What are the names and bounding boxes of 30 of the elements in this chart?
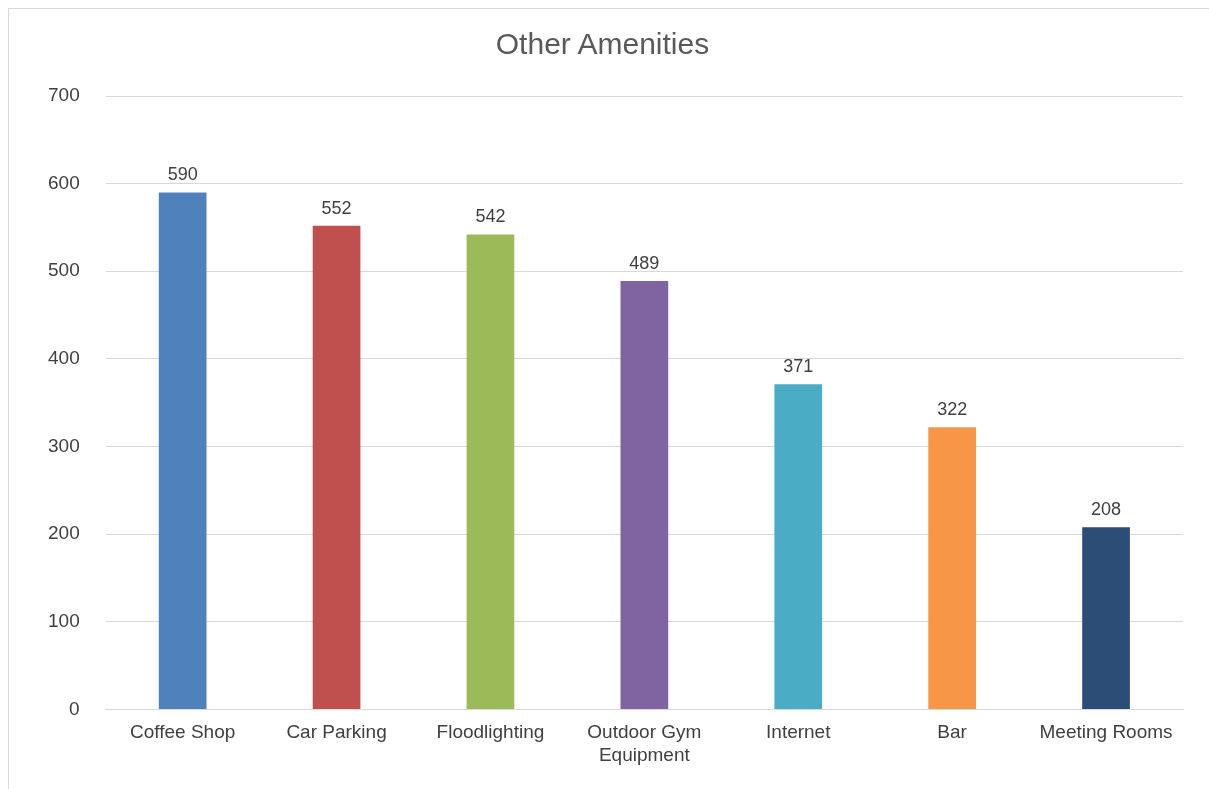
bar [158, 192, 207, 709]
x-tick-label: Coffee Shop [130, 721, 236, 743]
y-tick-label: 500 [48, 259, 80, 281]
x-tick-label: Bar [937, 721, 968, 743]
bar [774, 384, 823, 709]
y-tick-label: 300 [48, 434, 80, 456]
y-tick-label: 600 [48, 171, 80, 193]
data-label: 590 [167, 164, 198, 185]
y-tick-label: 700 [48, 84, 80, 106]
bar [466, 234, 515, 709]
data-label: 208 [1091, 499, 1122, 520]
x-tick-label: Floodlighting [436, 721, 545, 743]
x-tick-label: Car Parking [286, 721, 387, 743]
y-tick-label: 400 [48, 347, 80, 369]
data-label: 552 [321, 197, 352, 218]
y-tick-label: 100 [48, 610, 80, 632]
y-tick-label: 200 [48, 522, 80, 544]
bar [620, 280, 669, 709]
data-label: 371 [783, 356, 814, 377]
bar [312, 225, 361, 709]
x-tick-label: Outdoor Gym Equipment [587, 721, 702, 765]
bar [928, 427, 977, 709]
bar [1082, 527, 1130, 709]
data-label: 542 [475, 206, 506, 227]
y-tick-label: 0 [69, 697, 80, 719]
data-label: 322 [937, 399, 968, 420]
chart-title: Other Amenities [495, 27, 710, 61]
x-tick-label: Meeting Rooms [1039, 721, 1173, 743]
x-tick-label: Internet [766, 721, 832, 743]
data-label: 489 [629, 252, 660, 273]
